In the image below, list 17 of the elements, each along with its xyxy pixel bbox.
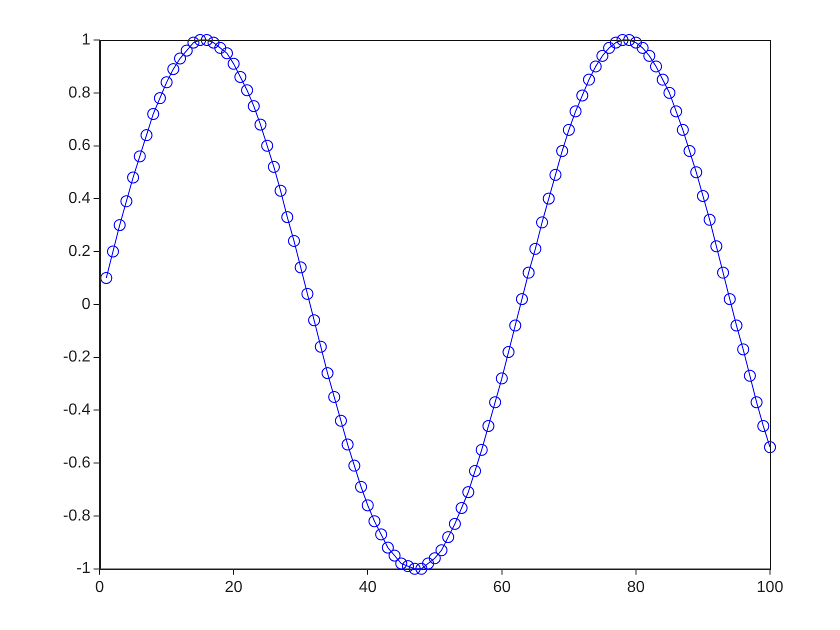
x-tick-label: 80 <box>627 578 645 596</box>
y-tick-label: -0.6 <box>62 454 91 472</box>
y-tick-label: 0 <box>82 296 91 313</box>
y-tick-label: 1 <box>82 31 91 48</box>
x-tick-label: 0 <box>95 578 104 596</box>
y-tick-label: 0.4 <box>68 190 91 208</box>
y-tick-label: -0.8 <box>62 507 91 524</box>
y-tick-label: 0.2 <box>68 242 91 260</box>
y-tick-label: -0.2 <box>62 348 91 366</box>
y-tick-label: -0.4 <box>62 402 91 419</box>
x-tick-label: 20 <box>224 578 243 596</box>
x-tick-label: 40 <box>358 578 377 596</box>
y-tick-label: 0.8 <box>68 84 91 102</box>
y-tick-label: -1 <box>76 560 91 578</box>
y-tick-label: 0.6 <box>68 137 91 154</box>
x-tick-label: 100 <box>756 578 784 596</box>
x-tick-label: 60 <box>492 578 511 596</box>
